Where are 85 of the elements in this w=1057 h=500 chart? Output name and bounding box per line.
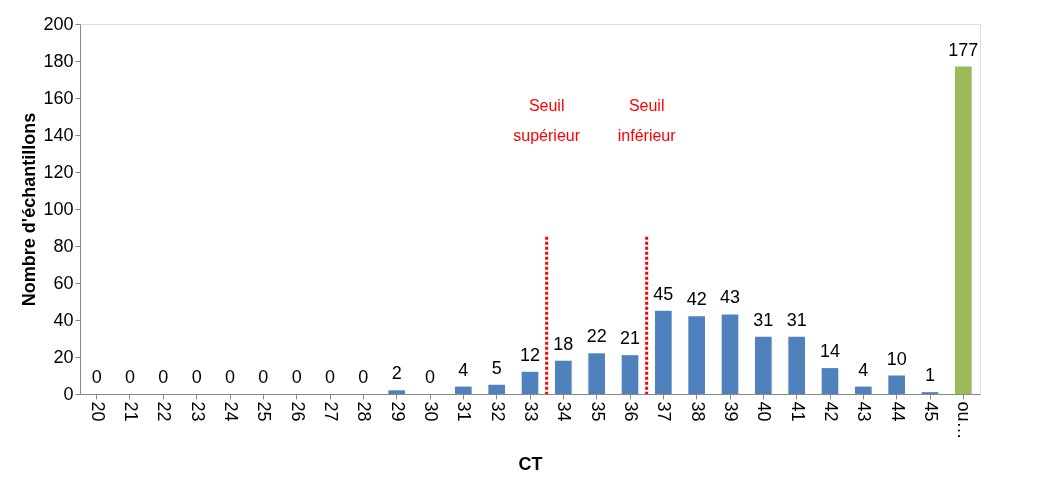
data-label: 4 [858,359,869,380]
x-tick-label: 21 [121,401,141,422]
x-tick-label: 25 [254,401,275,422]
bar [855,386,872,394]
x-tick-label: 28 [354,401,375,422]
y-tick-label: 180 [43,50,74,71]
data-label: 22 [586,326,607,347]
data-label: 2 [391,363,402,384]
bar [888,375,905,394]
y-tick-label: 20 [53,346,74,367]
y-tick-label: 100 [43,198,74,219]
data-label: 18 [553,333,574,354]
x-tick-label: 39 [721,401,741,422]
x-tick-label: 34 [554,401,575,422]
x-tick-label: 42 [821,401,841,422]
data-label: 0 [291,367,302,387]
bar [521,371,539,394]
y-tick-label: 120 [43,161,74,182]
x-tick-label: 43 [854,401,875,422]
bar [821,368,839,394]
x-tick-label: 20 [87,401,108,422]
data-label: 31 [753,309,774,330]
bar [688,316,705,394]
bar [721,314,739,394]
x-tick-label: 36 [621,401,641,422]
x-tick-label: 22 [154,401,175,422]
x-tick-label: 45 [921,401,941,422]
data-label: 12 [519,344,541,365]
y-tick-label: 0 [63,383,74,404]
data-label: 14 [819,341,841,362]
x-tick-label: 30 [421,401,441,422]
x-tick-label: 40 [754,401,775,422]
bar [621,355,639,394]
data-label: 0 [324,367,336,387]
bar [755,336,772,394]
x-tick-label: 35 [587,401,608,422]
data-label: 5 [491,357,502,378]
data-label: 0 [191,367,202,387]
x-tick-label: 29 [387,401,408,422]
x-tick-label: 38 [687,401,708,422]
x-tick-label: 37 [654,401,675,422]
data-label: 0 [124,367,136,387]
y-tick-label: 60 [53,272,74,293]
x-tick-label: ou… [954,401,975,440]
x-tick-label: 41 [787,401,808,422]
bar [488,384,505,394]
y-tick-label: 80 [53,235,74,256]
x-tick-label: 24 [221,401,241,422]
data-label: 21 [619,328,641,349]
data-label: 177 [948,39,979,60]
ref-line-label: Seuil supérieur [513,97,581,144]
x-tick-label: 33 [521,401,541,422]
data-label: 0 [224,367,236,387]
data-label: 4 [458,359,469,380]
x-axis-title: CT [518,453,543,474]
data-label: 43 [719,287,741,308]
y-tick-label: 40 [53,309,74,330]
x-tick-label: 31 [454,401,475,422]
data-label: 42 [686,289,707,310]
y-tick-label: 160 [43,87,74,108]
data-label: 0 [358,367,369,387]
bar [455,386,472,394]
bar [655,310,672,394]
y-tick-label: 140 [43,124,74,145]
data-label: 10 [886,348,907,369]
data-label: 1 [924,365,936,386]
bar [555,360,572,394]
y-axis-title: Nombre d'échantillons [19,112,40,307]
bar [788,336,805,394]
x-tick-label: 32 [487,401,508,422]
bar [955,66,972,394]
x-tick-label: 26 [287,401,308,422]
x-tick-label: 23 [187,401,208,422]
bar [388,390,405,394]
data-label: 31 [786,309,807,330]
x-tick-label: 27 [321,401,341,422]
bar [588,353,605,394]
x-tick-label: 44 [887,401,908,422]
data-label: 0 [258,367,269,387]
data-label: 0 [424,367,436,387]
ref-line-label: Seuil inférieur [617,97,677,144]
y-tick-label: 200 [43,13,74,34]
data-label: 0 [91,367,102,387]
data-label: 0 [158,367,169,387]
data-label: 45 [653,283,674,304]
